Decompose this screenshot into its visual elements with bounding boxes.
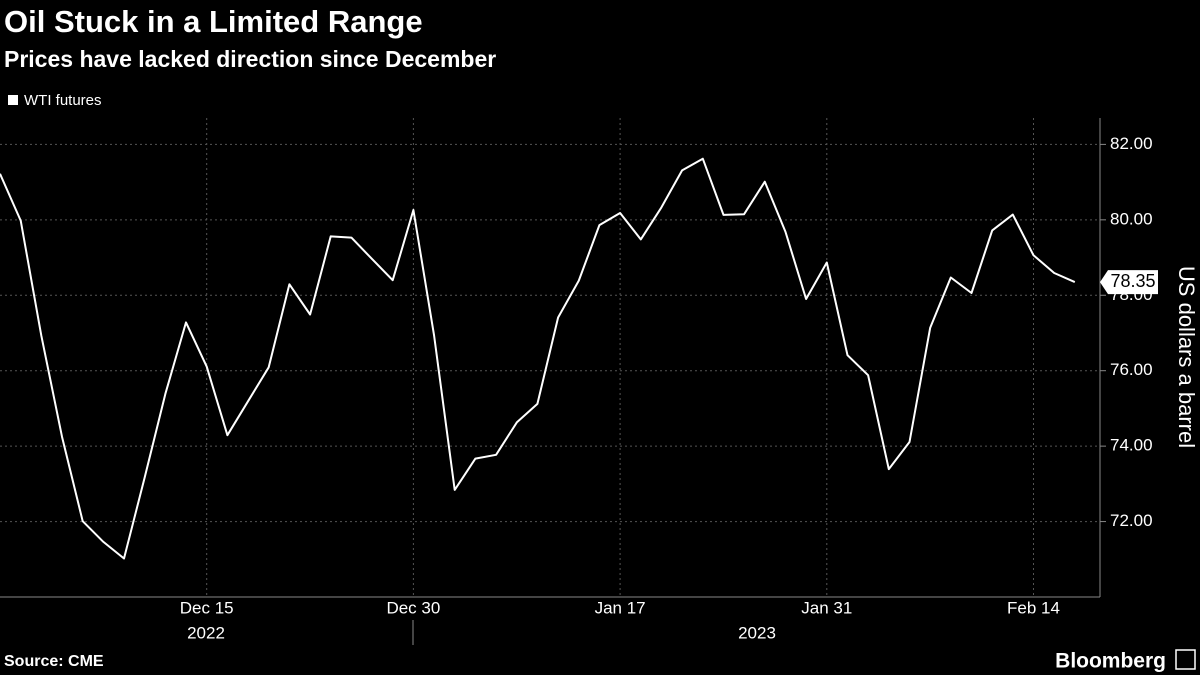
y-tick-label: 82.00 <box>1110 134 1153 153</box>
y-tick-label: 76.00 <box>1110 360 1153 379</box>
legend-label: WTI futures <box>24 92 102 109</box>
y-tick-label: 72.00 <box>1110 511 1153 530</box>
brand-icon <box>1175 649 1196 670</box>
x-tick-label: Feb 14 <box>1007 598 1060 617</box>
last-value-label: 78.35 <box>1110 271 1155 291</box>
x-tick-label: Jan 17 <box>595 598 646 617</box>
chart-title: Oil Stuck in a Limited Range <box>4 4 423 39</box>
y-tick-label: 74.00 <box>1110 436 1153 455</box>
x-group-label: 2022 <box>187 623 225 642</box>
x-tick-label: Dec 30 <box>386 598 440 617</box>
y-axis-label: US dollars a barrel <box>1174 266 1199 448</box>
y-tick-label: 80.00 <box>1110 209 1153 228</box>
x-tick-label: Dec 15 <box>180 598 234 617</box>
last-value-tag <box>1100 270 1158 295</box>
legend-swatch <box>8 95 18 105</box>
chart-subtitle: Prices have lacked direction since Decem… <box>4 46 496 72</box>
x-group-label: 2023 <box>738 623 776 642</box>
brand: Bloomberg <box>1055 650 1166 673</box>
source: Source: CME <box>4 653 104 670</box>
line <box>0 157 1076 560</box>
x-tick-label: Jan 31 <box>801 598 852 617</box>
